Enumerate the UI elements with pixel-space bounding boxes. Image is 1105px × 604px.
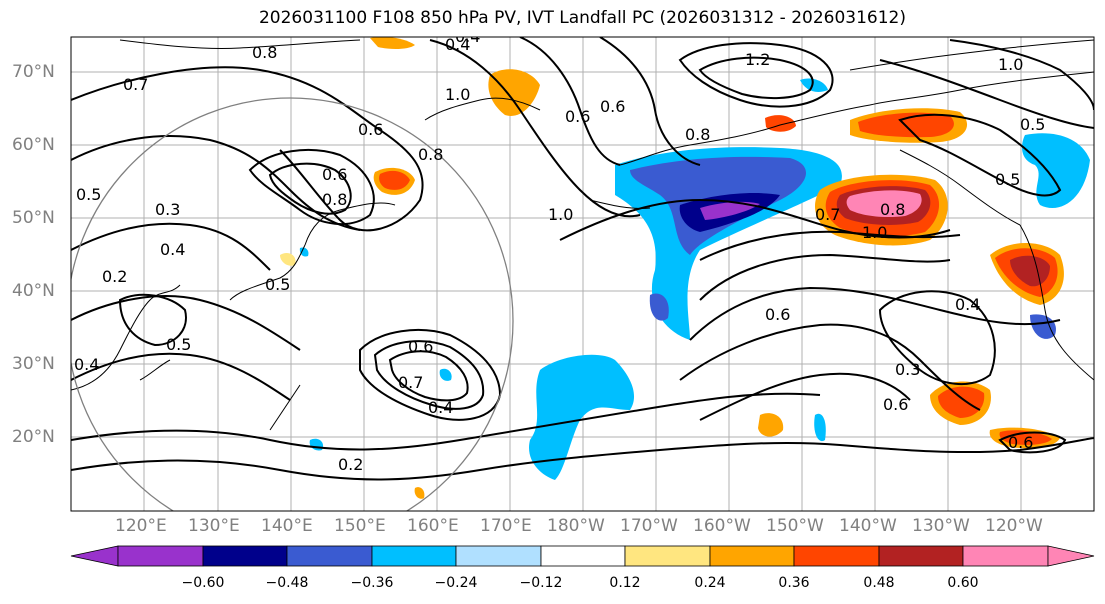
contour-label: 0.8 — [685, 125, 710, 144]
lat-label: 50°N — [12, 208, 55, 228]
contour-label: 0.4 — [955, 295, 980, 314]
contour-label: 1.0 — [998, 55, 1023, 74]
contour-label: 0.5 — [995, 170, 1020, 189]
contour-label: 0.4 — [428, 398, 453, 417]
lat-label: 60°N — [12, 135, 55, 155]
contour-label: 1.0 — [862, 223, 887, 242]
map-frame — [70, 36, 1095, 512]
colorbar-tick-label: 0.36 — [778, 575, 810, 591]
contour-label: 0.2 — [102, 267, 127, 286]
lon-label: 150°E — [334, 516, 386, 536]
lon-label: 120°E — [115, 516, 167, 536]
contour-label: 0.7 — [398, 373, 423, 392]
contour-label: 0.5 — [166, 335, 191, 354]
contour-label: 0.7 — [815, 205, 840, 224]
lat-label: 70°N — [12, 62, 55, 82]
colorbar-arrow-right — [1047, 545, 1095, 567]
colorbar — [70, 545, 1095, 567]
colorbar-bin — [624, 545, 711, 567]
contour-label: 0.3 — [895, 360, 920, 379]
colorbar-bin — [962, 545, 1049, 567]
lat-label: 30°N — [12, 354, 55, 374]
colorbar-tick-label: −0.60 — [181, 575, 225, 591]
lon-label: 130°W — [912, 516, 970, 536]
contour-label: 0.8 — [252, 43, 277, 62]
contour-label: 0.8 — [880, 200, 905, 219]
contour-label: 0.5 — [1020, 115, 1045, 134]
contour-label: 0.6 — [408, 337, 433, 356]
colorbar-tick-label: 0.60 — [947, 575, 979, 591]
contour-label: 0.3 — [155, 200, 180, 219]
colorbar-bin — [371, 545, 457, 567]
contour-label: 0.6 — [322, 165, 347, 184]
coastlines — [71, 39, 1094, 431]
contour-label: 0.4 — [455, 27, 480, 46]
colorbar-bin — [709, 545, 795, 567]
lon-label: 120°W — [985, 516, 1043, 536]
colorbar-bin — [540, 545, 626, 567]
colorbar-tick-label: 0.48 — [863, 575, 895, 591]
contour-label: 0.4 — [74, 355, 99, 374]
contour-label: 0.6 — [883, 395, 908, 414]
colorbar-bin — [455, 545, 542, 567]
negative-anomaly-subtropics — [529, 354, 635, 480]
colorbar-tick-label: 0.12 — [609, 575, 641, 591]
colorbar-arrow-left — [70, 545, 119, 567]
contour-label-group: 0.4 0.8 1.2 1.0 0.7 0.8 1.0 0.6 0.5 0.3 … — [74, 27, 1045, 474]
map-title: 2026031100 F108 850 hPa PV, IVT Landfall… — [258, 8, 906, 28]
colorbar-bin — [117, 545, 204, 567]
reference-circle — [71, 97, 514, 511]
colorbar-bin — [878, 545, 964, 567]
lat-label: 40°N — [12, 281, 55, 301]
colorbar-bin — [202, 545, 288, 567]
contour-label: 0.8 — [418, 145, 443, 164]
contour-label: 1.2 — [745, 50, 770, 69]
colorbar-bin — [286, 545, 373, 567]
contour-label: 0.4 — [445, 35, 470, 54]
lon-label: 170°E — [480, 516, 532, 536]
lon-label: 140°W — [839, 516, 897, 536]
contour-label: 0.6 — [1008, 433, 1033, 452]
contour-label: 1.0 — [548, 205, 573, 224]
contour-label: 0.6 — [358, 120, 383, 139]
contour-label: 0.6 — [765, 305, 790, 324]
contour-label: 0.8 — [322, 190, 347, 209]
pv-contours — [71, 37, 1094, 481]
lon-label: 170°W — [620, 516, 678, 536]
contour-label: 0.5 — [265, 275, 290, 294]
lon-label: 160°E — [407, 516, 459, 536]
lon-label: 130°E — [188, 516, 240, 536]
contour-label: 0.4 — [160, 240, 185, 259]
contour-label: 0.6 — [600, 97, 625, 116]
shaded-anomalies — [280, 37, 1090, 499]
contour-label: 0.2 — [338, 455, 363, 474]
contour-label: 0.6 — [565, 107, 590, 126]
colorbar-tick-label: −0.36 — [350, 575, 394, 591]
lon-label: 140°E — [261, 516, 313, 536]
contour-label: 0.7 — [123, 75, 148, 94]
colorbar-tick-label: −0.12 — [519, 575, 563, 591]
colorbar-tick-label: −0.24 — [434, 575, 478, 591]
lon-label: 180°W — [547, 516, 605, 536]
lat-label: 20°N — [12, 427, 55, 447]
colorbar-bin — [793, 545, 880, 567]
contour-label: 1.0 — [445, 85, 470, 104]
colorbar-tick-label: −0.48 — [265, 575, 309, 591]
lon-label: 160°W — [693, 516, 751, 536]
lon-label: 150°W — [766, 516, 824, 536]
contour-label: 0.5 — [76, 185, 101, 204]
colorbar-tick-label: 0.24 — [694, 575, 726, 591]
